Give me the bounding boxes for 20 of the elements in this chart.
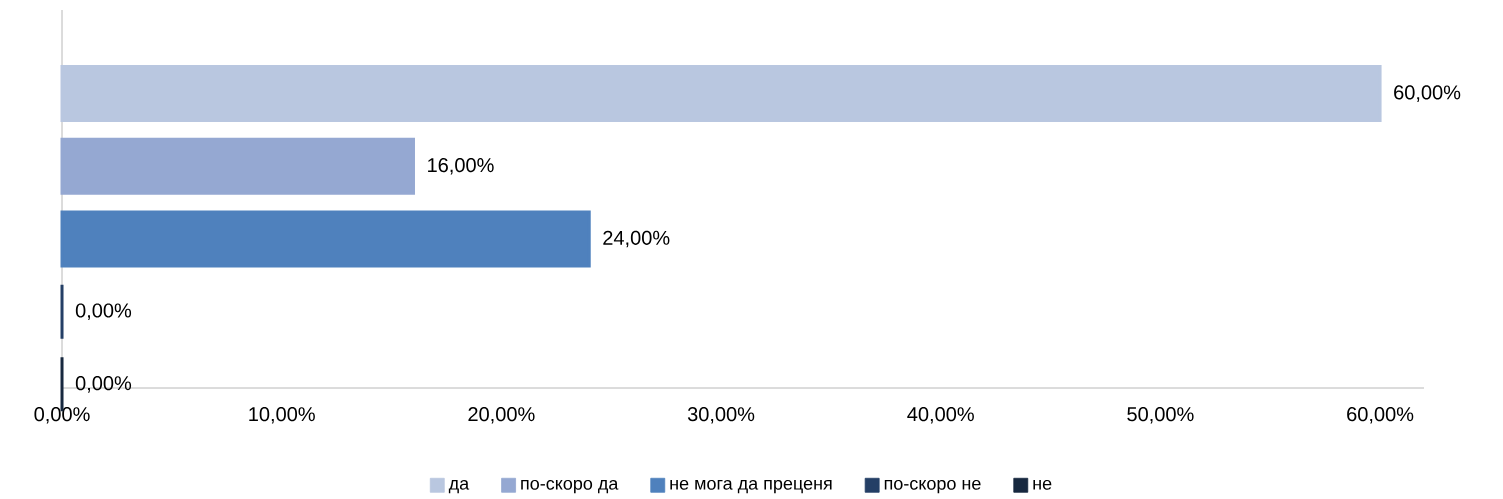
data-label: 24,00%	[603, 230, 670, 248]
legend-label: да	[448, 479, 470, 494]
x-tick-label: 30,00%	[687, 407, 755, 424]
legend-label: не	[1033, 479, 1052, 490]
legend-label: по-скоро да	[521, 479, 619, 494]
legend-label: не мога да преценя	[670, 479, 832, 494]
data-label: 60,00%	[1394, 85, 1461, 102]
bar	[60, 137, 415, 195]
x-tick-label: 10,00%	[249, 407, 315, 424]
legend-label: по-скоро не	[884, 479, 981, 494]
bar	[60, 65, 1382, 123]
x-tick-label: 20,00%	[468, 407, 535, 424]
x-tick-label: 0,00%	[34, 407, 90, 424]
data-label: 0,00%	[75, 303, 132, 320]
x-tick-label: 40,00%	[907, 407, 974, 424]
x-tick-label: 50,00%	[1127, 407, 1194, 424]
data-label: 0,00%	[75, 376, 132, 393]
x-tick-label: 60,00%	[1347, 407, 1414, 424]
bar	[60, 210, 591, 268]
data-label: 16,00%	[428, 158, 494, 175]
